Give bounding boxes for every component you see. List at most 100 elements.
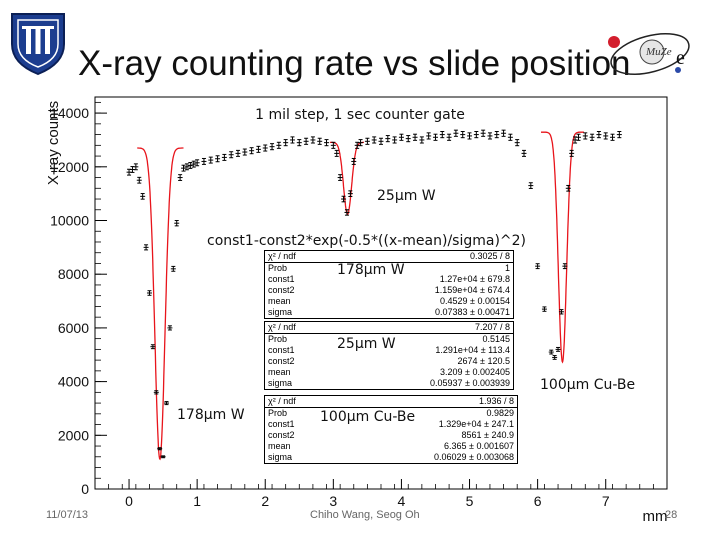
y-tick-label: 6000 [58, 320, 89, 336]
page-number: 28 [665, 509, 678, 521]
data-point [419, 136, 425, 144]
stats-key: const2 [268, 430, 295, 440]
x-tick-label: 1 [193, 493, 201, 509]
data-point [201, 157, 207, 165]
stats-key: const1 [268, 345, 295, 355]
stats-row: Prob 0.5145 [265, 334, 513, 345]
data-point [565, 184, 571, 192]
stats-key: χ² / ndf [268, 396, 296, 406]
data-point [330, 141, 336, 149]
stats-value: 0.07383 ± 0.00471 [434, 307, 510, 317]
y-axis-label: X-ray counts [45, 101, 62, 185]
data-point [453, 129, 459, 137]
data-point [157, 447, 163, 451]
svg-text:e: e [676, 47, 685, 69]
data-point [610, 133, 616, 141]
stats-row: mean 0.4529 ± 0.00154 [265, 296, 513, 307]
x-tick-label: 3 [329, 493, 337, 509]
data-point [255, 145, 261, 153]
data-point [174, 220, 180, 227]
data-point [184, 163, 190, 171]
data-point [177, 174, 183, 181]
stats-value: 0.06029 ± 0.003068 [433, 452, 514, 462]
fit-curve [541, 131, 584, 364]
stats-key: const2 [268, 285, 295, 295]
x-tick-label: 5 [466, 493, 474, 509]
data-point [337, 174, 343, 181]
muze-logo-text: MuZe [645, 46, 672, 58]
data-point [133, 163, 139, 171]
stats-value: 0.9829 [486, 408, 514, 418]
stats-value: 8561 ± 240.9 [461, 430, 514, 440]
data-point [143, 244, 149, 251]
data-point [160, 455, 166, 459]
stats-key: χ² / ndf [268, 251, 296, 261]
footer-date: 11/07/13 [46, 509, 89, 521]
data-point [347, 190, 353, 197]
data-point [371, 136, 377, 144]
stats-value: 2674 ± 120.5 [457, 356, 510, 366]
data-point [385, 135, 391, 143]
data-point [467, 132, 473, 140]
stats-row: const2 1.159e+04 ± 674.4 [265, 285, 513, 296]
data-point [276, 141, 282, 149]
data-point [289, 136, 295, 144]
chart-title: 1 mil step, 1 sec counter gate [255, 107, 465, 123]
data-point [514, 139, 520, 147]
stats-row: const1 1.291e+04 ± 113.4 [265, 345, 513, 356]
data-point [242, 148, 248, 156]
data-point [439, 131, 445, 139]
fit-curve [137, 147, 184, 461]
data-point [535, 263, 541, 270]
data-point [494, 131, 500, 139]
stats-row: sigma 0.06029 ± 0.003068 [265, 452, 517, 463]
stats-row: Prob 1 [265, 263, 513, 274]
data-point [215, 155, 221, 163]
data-point [191, 160, 197, 168]
stats-row: sigma 0.05937 ± 0.003939 [265, 378, 513, 389]
x-tick-label: 4 [398, 493, 406, 509]
stats-value: 0.05937 ± 0.003939 [429, 378, 510, 388]
slide-title: X-ray counting rate vs slide position [78, 44, 631, 83]
y-tick-label: 10000 [50, 213, 89, 229]
stats-row: sigma 0.07383 ± 0.00471 [265, 307, 513, 318]
stats-key: sigma [268, 307, 293, 317]
data-point [228, 151, 234, 159]
stats-value: 1.27e+04 ± 679.8 [439, 274, 510, 284]
data-point [262, 144, 268, 152]
annotation-25um-w-box: 25μm W [337, 336, 396, 352]
stats-value: 0.5145 [482, 334, 510, 344]
data-point [528, 182, 534, 189]
stats-value: 1.329e+04 ± 247.1 [438, 419, 514, 429]
data-point [575, 133, 581, 141]
stats-key: Prob [268, 263, 288, 273]
y-tick-label: 0 [81, 481, 89, 497]
stats-row: χ² / ndf 7.207 / 8 [265, 322, 513, 334]
data-point [541, 306, 547, 312]
data-point [334, 149, 340, 157]
stats-key: const2 [268, 356, 295, 366]
data-point [405, 135, 411, 143]
data-point [501, 129, 507, 137]
data-point [562, 263, 568, 270]
fit-stats-box-100um-cube: χ² / ndf 1.936 / 8 Prob 0.9829 const1 1.329e+… [264, 395, 518, 464]
stats-row: const2 2674 ± 120.5 [265, 356, 513, 367]
data-point [208, 156, 214, 164]
muze-experiment-logo-icon: MuZe e [600, 28, 692, 86]
stats-row: const2 8561 ± 240.9 [265, 430, 517, 441]
stats-value: 7.207 / 8 [474, 322, 510, 332]
data-point [153, 390, 159, 395]
data-point [235, 149, 241, 157]
annotation-100um-cube-box: 100μm Cu-Be [320, 409, 416, 425]
stats-value: 6.365 ± 0.001607 [443, 441, 514, 451]
x-tick-label: 6 [534, 493, 542, 509]
data-point [582, 132, 588, 140]
fit-stats-box-25um-w: χ² / ndf 7.207 / 8 Prob 0.5145 const1 1.291e+… [264, 321, 514, 390]
data-point [317, 137, 323, 145]
data-point [378, 137, 384, 145]
data-point [412, 133, 418, 141]
stats-key: const1 [268, 419, 295, 429]
data-point [555, 346, 561, 352]
data-point [358, 139, 364, 147]
stats-row: mean 3.209 ± 0.002405 [265, 367, 513, 378]
